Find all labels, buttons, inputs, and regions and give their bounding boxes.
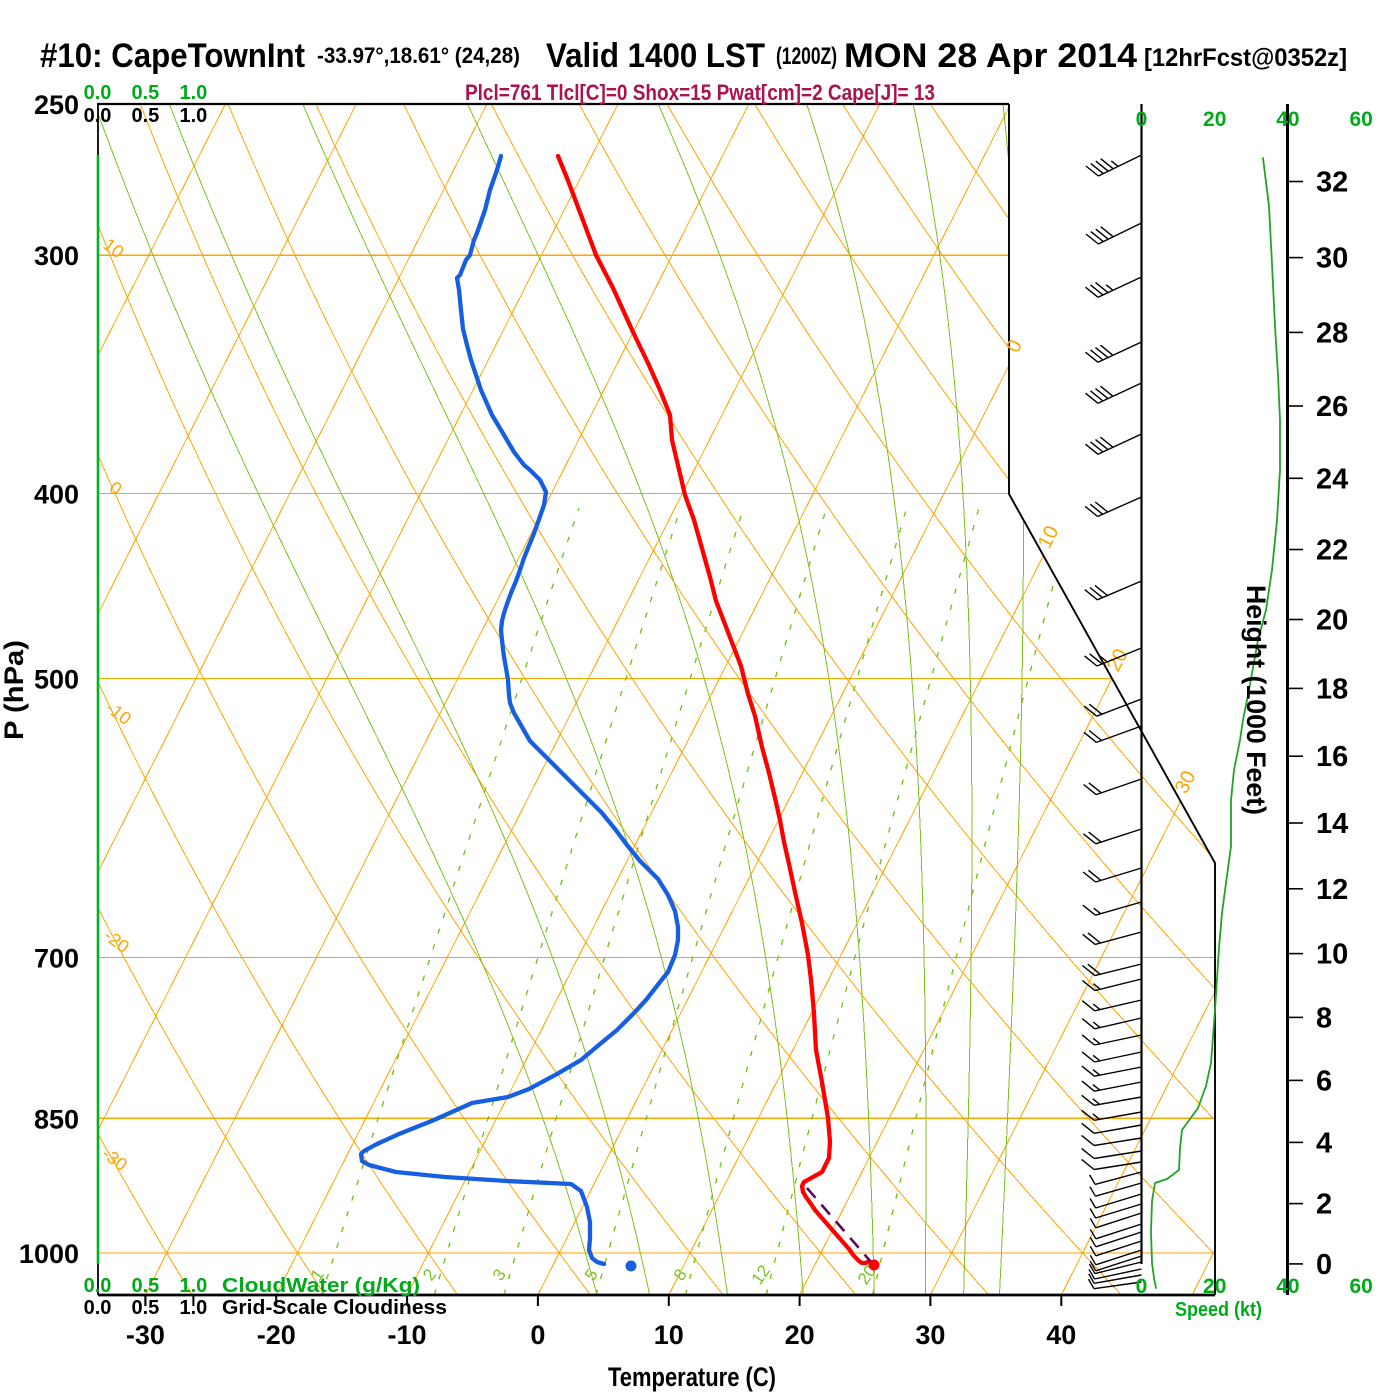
svg-text:0.5: 0.5 [131, 82, 159, 104]
svg-text:-30: -30 [126, 1320, 165, 1350]
svg-text:-10: -10 [388, 1320, 427, 1350]
svg-text:0.5: 0.5 [131, 1275, 159, 1297]
svg-text:60: 60 [1349, 1275, 1372, 1298]
svg-text:CloudWater (g/Kg): CloudWater (g/Kg) [222, 1275, 420, 1297]
svg-text:250: 250 [34, 90, 79, 120]
svg-text:0.0: 0.0 [84, 82, 112, 104]
svg-text:0: 0 [1316, 1249, 1332, 1281]
svg-text:1.0: 1.0 [179, 1297, 207, 1319]
svg-text:0: 0 [1136, 1275, 1148, 1298]
svg-text:32: 32 [1316, 167, 1348, 199]
svg-text:0.0: 0.0 [84, 1297, 112, 1319]
svg-text:18: 18 [1316, 673, 1348, 705]
svg-text:20: 20 [785, 1320, 815, 1350]
svg-text:16: 16 [1316, 741, 1348, 773]
svg-text:22: 22 [1316, 535, 1348, 567]
svg-text:0.5: 0.5 [131, 105, 159, 127]
svg-text:1.0: 1.0 [179, 82, 207, 104]
svg-text:14: 14 [1316, 808, 1348, 840]
svg-text:Plcl=761 Tlcl[C]=0 Shox=15 Pwa: Plcl=761 Tlcl[C]=0 Shox=15 Pwat[cm]=2 Ca… [465, 80, 935, 105]
svg-text:12: 12 [1316, 874, 1348, 906]
svg-text:0.5: 0.5 [131, 1297, 159, 1319]
svg-text:40: 40 [1276, 1275, 1299, 1298]
svg-text:20: 20 [1203, 108, 1226, 131]
svg-text:[12hrFcst@0352z]: [12hrFcst@0352z] [1144, 44, 1347, 72]
svg-text:0: 0 [530, 1320, 545, 1350]
svg-text:0.0: 0.0 [84, 105, 112, 127]
svg-text:1000: 1000 [19, 1239, 79, 1269]
svg-text:24: 24 [1316, 463, 1348, 495]
svg-text:-33.97°,18.61° (24,28): -33.97°,18.61° (24,28) [317, 43, 520, 68]
svg-text:0.0: 0.0 [84, 1275, 112, 1297]
svg-text:#10: CapeTownInt: #10: CapeTownInt [40, 37, 305, 75]
svg-text:20: 20 [1203, 1275, 1226, 1298]
svg-text:MON 28 Apr 2014: MON 28 Apr 2014 [844, 37, 1137, 75]
svg-text:Height (1000 Feet): Height (1000 Feet) [1241, 585, 1271, 815]
svg-text:700: 700 [34, 943, 79, 973]
svg-text:30: 30 [915, 1320, 945, 1350]
svg-text:30: 30 [1316, 243, 1348, 275]
svg-text:Temperature (C): Temperature (C) [608, 1362, 776, 1392]
svg-text:850: 850 [34, 1104, 79, 1134]
svg-text:28: 28 [1316, 317, 1348, 349]
svg-text:0: 0 [1136, 108, 1148, 131]
svg-text:26: 26 [1316, 391, 1348, 423]
svg-text:P (hPa): P (hPa) [0, 640, 29, 740]
svg-text:Speed (kt): Speed (kt) [1175, 1299, 1262, 1321]
svg-text:40: 40 [1276, 108, 1299, 131]
svg-text:8: 8 [1316, 1002, 1332, 1034]
svg-text:500: 500 [34, 664, 79, 694]
svg-text:4: 4 [1316, 1127, 1332, 1159]
svg-text:20: 20 [1316, 605, 1348, 637]
svg-text:10: 10 [1316, 939, 1348, 971]
svg-text:(1200Z): (1200Z) [776, 43, 837, 70]
svg-text:300: 300 [34, 241, 79, 271]
svg-text:10: 10 [654, 1320, 684, 1350]
svg-text:-20: -20 [257, 1320, 296, 1350]
svg-text:1.0: 1.0 [179, 1275, 207, 1297]
svg-text:60: 60 [1349, 108, 1372, 131]
svg-text:Grid-Scale Cloudiness: Grid-Scale Cloudiness [222, 1297, 447, 1319]
svg-text:6: 6 [1316, 1065, 1332, 1097]
svg-text:2: 2 [1316, 1189, 1332, 1221]
svg-text:1.0: 1.0 [179, 105, 207, 127]
svg-text:40: 40 [1046, 1320, 1076, 1350]
svg-text:Valid 1400 LST: Valid 1400 LST [546, 37, 765, 75]
svg-text:400: 400 [34, 480, 79, 510]
